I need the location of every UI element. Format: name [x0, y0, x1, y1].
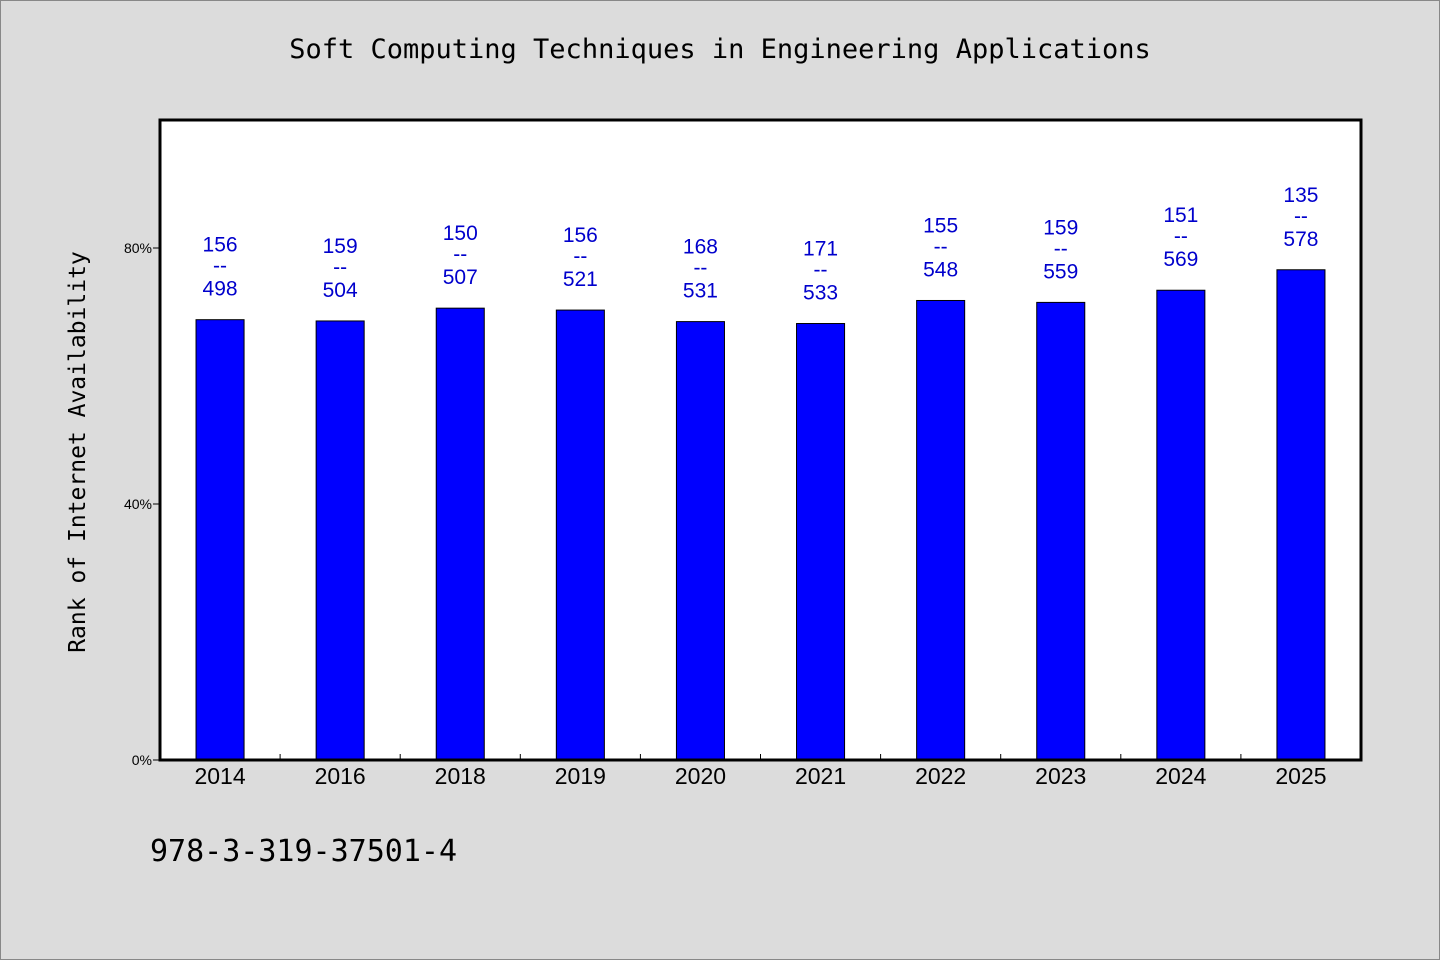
bar-label-bottom-2021: 533: [803, 282, 838, 305]
y-tick-label-0: 0%: [132, 752, 152, 768]
bar-label-top-2014: 156: [203, 234, 238, 257]
x-tick-label-2018: 2018: [435, 763, 486, 789]
bar-label-bottom-2019: 521: [563, 268, 598, 291]
bar-label-top-2023: 159: [1043, 216, 1078, 239]
bar-label-top-2020: 168: [683, 236, 718, 259]
x-tick-label-2022: 2022: [915, 763, 966, 789]
bar-label-top-2018: 150: [443, 222, 478, 245]
bar-2014: [195, 319, 245, 761]
bar-label-bottom-2025: 578: [1283, 228, 1318, 251]
bar-label-separator-2024: --: [1174, 225, 1188, 248]
bar-label-separator-2021: --: [814, 259, 828, 282]
bar-label-top-2019: 156: [563, 224, 598, 247]
bar-label-separator-2025: --: [1294, 205, 1308, 228]
bar-label-bottom-2016: 504: [323, 279, 358, 302]
bar-2019: [555, 309, 605, 761]
bar-2018: [435, 307, 485, 761]
bar-2016: [315, 320, 365, 761]
bar-label-top-2016: 159: [323, 235, 358, 258]
bar-label-bottom-2014: 498: [203, 278, 238, 301]
x-tick-label-2014: 2014: [194, 763, 245, 789]
bar-2022: [916, 299, 966, 761]
bar-label-top-2025: 135: [1283, 184, 1318, 207]
bar-label-separator-2022: --: [934, 235, 948, 258]
x-tick-label-2024: 2024: [1155, 763, 1206, 789]
bar-label-separator-2023: --: [1054, 237, 1068, 260]
bar-label-bottom-2023: 559: [1043, 260, 1078, 283]
bar-label-top-2022: 155: [923, 214, 958, 237]
bar-label-separator-2014: --: [213, 255, 227, 278]
bar-label-separator-2020: --: [693, 257, 707, 280]
plot-border: [158, 118, 1363, 762]
y-tick-label-80: 80%: [124, 240, 152, 256]
x-tick-label-2019: 2019: [555, 763, 606, 789]
chart-title: Soft Computing Techniques in Engineering…: [289, 34, 1151, 65]
bar-label-separator-2018: --: [453, 243, 467, 266]
bar-label-top-2024: 151: [1163, 204, 1198, 227]
x-tick-label-2023: 2023: [1035, 763, 1086, 789]
bar-2024: [1156, 289, 1206, 761]
bar-2020: [675, 321, 725, 761]
bar-2023: [1036, 301, 1086, 761]
y-tick-label-40: 40%: [124, 496, 152, 512]
x-tick-label-2016: 2016: [315, 763, 366, 789]
bar-label-bottom-2022: 548: [923, 258, 958, 281]
x-tick-label-2020: 2020: [675, 763, 726, 789]
x-tick-label-2021: 2021: [795, 763, 846, 789]
bar-label-separator-2019: --: [573, 245, 587, 268]
x-tick-label-2025: 2025: [1275, 763, 1326, 789]
bar-label-separator-2016: --: [333, 256, 347, 279]
bar-label-bottom-2018: 507: [443, 266, 478, 289]
bar-label-bottom-2020: 531: [683, 280, 718, 303]
bar-2021: [796, 323, 846, 761]
bar-2025: [1276, 269, 1326, 761]
isbn-note: 978-3-319-37501-4: [150, 834, 458, 869]
bar-label-bottom-2024: 569: [1163, 248, 1198, 271]
bar-label-top-2021: 171: [803, 238, 838, 261]
